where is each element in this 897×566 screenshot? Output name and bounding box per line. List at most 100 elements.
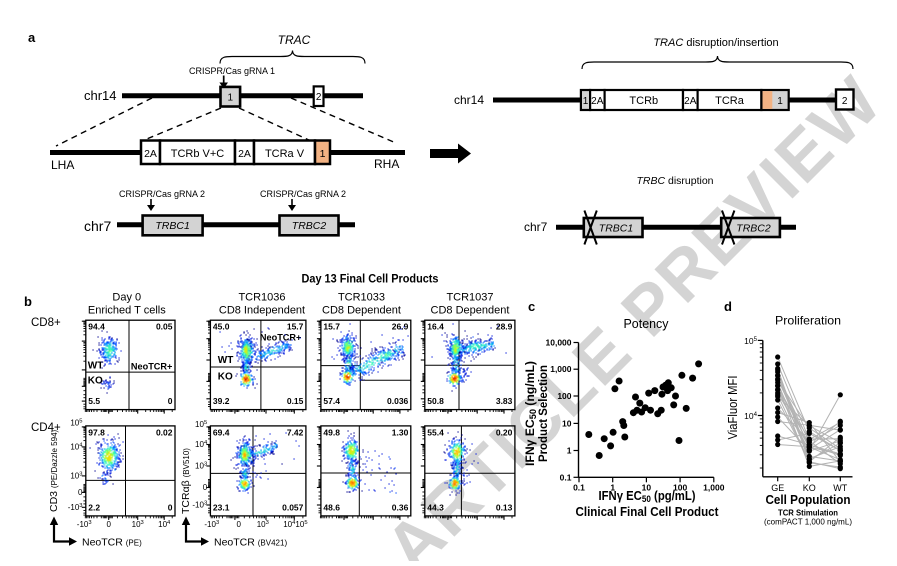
svg-text:44.3: 44.3 — [427, 502, 444, 512]
svg-text:NeoTCR (BV421): NeoTCR (BV421) — [214, 537, 287, 549]
svg-text:TRBC disruption: TRBC disruption — [636, 175, 713, 187]
svg-text:CD8 Dependent: CD8 Dependent — [431, 305, 510, 317]
svg-text:CD8 Independent: CD8 Independent — [219, 305, 305, 317]
svg-text:chr14: chr14 — [454, 93, 484, 107]
svg-text:0.13: 0.13 — [496, 502, 513, 512]
svg-text:94.4: 94.4 — [88, 322, 105, 332]
svg-text:c: c — [528, 299, 535, 314]
svg-text:16.4: 16.4 — [427, 322, 444, 332]
svg-text:104: 104 — [283, 520, 296, 529]
svg-text:-103: -103 — [192, 501, 207, 510]
svg-text:KO: KO — [218, 372, 233, 383]
svg-text:LHA: LHA — [51, 158, 74, 172]
svg-text:Day 0: Day 0 — [112, 292, 141, 304]
svg-text:0.36: 0.36 — [392, 502, 409, 512]
svg-text:45.0: 45.0 — [213, 322, 230, 332]
svg-text:Potency: Potency — [624, 317, 670, 331]
svg-text:TCRa V: TCRa V — [265, 148, 305, 160]
svg-text:GE: GE — [771, 483, 784, 493]
svg-text:-103: -103 — [204, 520, 219, 529]
svg-text:TRBC1: TRBC1 — [155, 220, 189, 232]
svg-text:2A: 2A — [238, 148, 251, 160]
svg-text:d: d — [724, 299, 732, 314]
svg-text:104: 104 — [195, 440, 208, 449]
svg-text:15.7: 15.7 — [287, 322, 304, 332]
svg-text:55.4: 55.4 — [427, 427, 444, 437]
svg-text:1,000: 1,000 — [550, 364, 572, 374]
svg-text:CD8 Dependent: CD8 Dependent — [322, 305, 401, 317]
svg-text:Cell Population: Cell Population — [766, 492, 851, 507]
svg-text:28.9: 28.9 — [496, 322, 513, 332]
svg-text:0: 0 — [168, 502, 173, 512]
svg-text:103: 103 — [195, 462, 207, 471]
svg-text:TCRb V+C: TCRb V+C — [171, 148, 225, 160]
svg-text:KO: KO — [88, 375, 103, 386]
svg-text:Product Selection: Product Selection — [536, 365, 550, 462]
svg-text:chr7: chr7 — [524, 220, 548, 234]
svg-text:TCR1036: TCR1036 — [238, 292, 285, 304]
svg-text:(comPACT 1,000 ng/mL): (comPACT 1,000 ng/mL) — [764, 517, 852, 527]
svg-text:TCR Stimulation: TCR Stimulation — [778, 508, 838, 518]
svg-text:15.7: 15.7 — [323, 322, 340, 332]
svg-text:7.42: 7.42 — [287, 427, 304, 437]
svg-text:WT: WT — [833, 483, 847, 493]
svg-text:10,000: 10,000 — [546, 338, 572, 348]
svg-text:TRBC2: TRBC2 — [736, 223, 771, 235]
svg-text:2: 2 — [316, 92, 322, 103]
svg-text:97.8: 97.8 — [88, 427, 105, 437]
svg-text:TRBC1: TRBC1 — [599, 223, 633, 235]
svg-text:0.036: 0.036 — [387, 396, 409, 406]
svg-text:105: 105 — [744, 336, 757, 346]
svg-text:0.05: 0.05 — [156, 322, 173, 332]
svg-text:chr7: chr7 — [84, 218, 111, 234]
svg-text:chr14: chr14 — [84, 88, 117, 103]
svg-text:NeoTCR+: NeoTCR+ — [131, 361, 173, 371]
svg-text:CD8+: CD8+ — [31, 317, 61, 329]
svg-text:100: 100 — [673, 483, 687, 493]
svg-text:Enriched T cells: Enriched T cells — [88, 305, 166, 317]
svg-text:0.1: 0.1 — [560, 472, 572, 482]
svg-text:1: 1 — [228, 93, 234, 104]
svg-text:39.2: 39.2 — [213, 396, 230, 406]
svg-text:103: 103 — [70, 471, 82, 480]
svg-text:TCR1033: TCR1033 — [338, 292, 385, 304]
svg-text:IFNγ EC50 (pg/mL): IFNγ EC50 (pg/mL) — [599, 489, 696, 504]
svg-text:Proliferation: Proliferation — [775, 314, 841, 328]
svg-text:ViaFluor MFI: ViaFluor MFI — [726, 376, 740, 440]
svg-text:0: 0 — [203, 483, 208, 492]
svg-text:Clinical Final Cell Product: Clinical Final Cell Product — [576, 504, 720, 519]
svg-text:NeoTCR (PE): NeoTCR (PE) — [82, 537, 142, 549]
svg-text:CD4+: CD4+ — [31, 422, 61, 434]
svg-text:0.15: 0.15 — [287, 396, 304, 406]
svg-text:104: 104 — [70, 442, 83, 451]
svg-text:TCRa: TCRa — [715, 95, 745, 107]
svg-text:Day 13 Final Cell Products: Day 13 Final Cell Products — [302, 274, 439, 286]
svg-text:0: 0 — [106, 520, 111, 529]
svg-text:IFNγ EC50 (ng/mL): IFNγ EC50 (ng/mL) — [523, 361, 538, 466]
svg-text:0.057: 0.057 — [282, 502, 304, 512]
svg-text:48.6: 48.6 — [323, 502, 340, 512]
svg-text:2.2: 2.2 — [88, 502, 100, 512]
svg-text:100: 100 — [557, 391, 571, 401]
svg-text:2A: 2A — [144, 148, 157, 160]
svg-text:105: 105 — [70, 419, 82, 428]
svg-text:0.02: 0.02 — [156, 427, 173, 437]
svg-text:NeoTCR+: NeoTCR+ — [260, 332, 302, 342]
svg-text:2A: 2A — [684, 96, 697, 107]
svg-text:WT: WT — [218, 355, 234, 366]
svg-text:49.8: 49.8 — [323, 427, 340, 437]
svg-text:CRISPR/Cas gRNA 2: CRISPR/Cas gRNA 2 — [260, 189, 346, 199]
svg-text:105: 105 — [295, 520, 307, 529]
svg-text:0: 0 — [168, 396, 173, 406]
svg-text:RHA: RHA — [374, 157, 399, 171]
svg-text:0.20: 0.20 — [496, 427, 513, 437]
svg-text:WT: WT — [88, 360, 104, 371]
svg-text:69.4: 69.4 — [213, 427, 230, 437]
svg-text:105: 105 — [195, 420, 207, 429]
svg-text:57.4: 57.4 — [323, 396, 340, 406]
svg-text:KO: KO — [803, 483, 816, 493]
svg-text:103: 103 — [132, 520, 144, 529]
svg-text:26.9: 26.9 — [392, 322, 409, 332]
svg-text:103: 103 — [257, 520, 269, 529]
svg-text:2A: 2A — [591, 96, 604, 107]
